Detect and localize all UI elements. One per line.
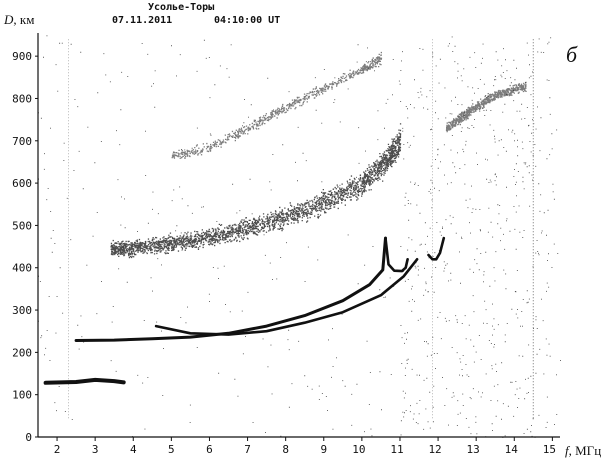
cloud-series-1: [110, 123, 402, 259]
x-tick-label: 5: [168, 443, 175, 456]
noise-speckles: [38, 35, 561, 438]
x-axis-unit: , МГц: [569, 443, 602, 458]
background-noise: [38, 35, 561, 438]
trace-line-5: [43, 377, 126, 385]
y-tick-label: 100: [12, 389, 32, 402]
trace-line-4: [427, 236, 446, 261]
ticks: 2 3 4 5 6 7 8 9 10 11 12 13 14 15 0 100 200 300 400 500 600 7…: [12, 50, 556, 456]
x-tick-label: 12: [428, 443, 441, 456]
trace-line-1: [74, 236, 387, 342]
chart-time: 04:10:00 UT: [214, 15, 281, 26]
x-tick-label: 4: [130, 443, 137, 456]
chart-date: 07.11.2011: [112, 15, 173, 26]
axes: [37, 33, 560, 438]
cloud-points: [445, 81, 527, 133]
x-tick-label: 14: [505, 443, 519, 456]
x-tick-label: 9: [320, 443, 327, 456]
cloud-series-2: [171, 51, 383, 159]
x-tick-label: 6: [206, 443, 213, 456]
trace-line-3: [154, 258, 419, 336]
x-axis-symbol: f: [565, 443, 571, 458]
x-tick-label: 15: [543, 443, 556, 456]
y-tick-label: 300: [12, 304, 32, 317]
x-axis-label: f, МГц: [565, 443, 601, 458]
scatter-clouds: [110, 51, 527, 259]
y-tick-label: 700: [12, 135, 32, 148]
x-tick-label: 3: [92, 443, 99, 456]
chart-title: Усолье-Торы: [148, 2, 215, 13]
panel-label: б: [566, 42, 578, 67]
y-axis-unit: , км: [13, 12, 35, 27]
x-tick-label: 13: [467, 443, 480, 456]
x-tick-label: 10: [352, 443, 365, 456]
y-axis-symbol: D: [4, 12, 14, 27]
y-tick-label: 0: [25, 431, 32, 444]
cloud-points: [110, 123, 402, 259]
x-tick-label: 8: [282, 443, 289, 456]
y-axis-label: D, км: [4, 12, 34, 28]
y-tick-label: 500: [12, 219, 32, 232]
y-tick-label: 200: [12, 346, 32, 359]
y-tick-label: 900: [12, 50, 32, 63]
trace-lines: [43, 236, 446, 385]
cloud-points: [171, 51, 383, 159]
y-tick-label: 800: [12, 92, 32, 105]
trace-line-2: [384, 236, 409, 273]
x-tick-label: 2: [54, 443, 61, 456]
y-tick-label: 400: [12, 262, 32, 275]
x-tick-label: 11: [390, 443, 403, 456]
x-tick-label: 7: [244, 443, 251, 456]
cloud-series-3: [445, 81, 527, 133]
y-tick-label: 600: [12, 177, 32, 190]
